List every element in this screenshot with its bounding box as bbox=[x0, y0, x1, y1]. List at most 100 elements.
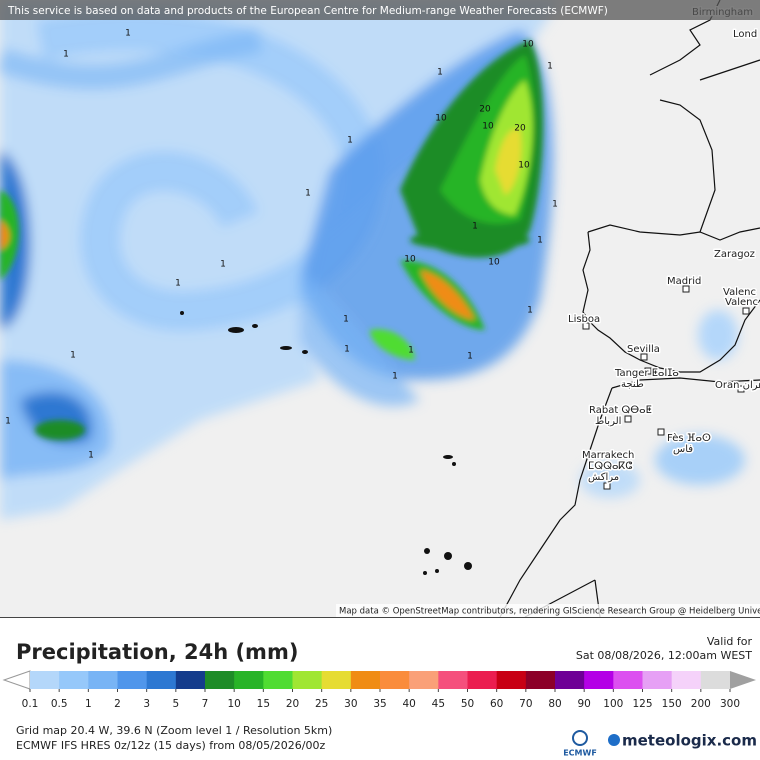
legend-label: 30 bbox=[344, 698, 357, 710]
contour-label: 1 bbox=[552, 200, 558, 210]
contour-label: 1 bbox=[63, 50, 69, 60]
legend-swatch bbox=[205, 671, 235, 689]
legend-swatch bbox=[613, 671, 643, 689]
coastlines bbox=[499, 0, 760, 618]
attribution: Map data © OpenStreetMap contributors, r… bbox=[339, 607, 760, 617]
contour-label: 1 bbox=[472, 222, 478, 232]
legend-label: 45 bbox=[432, 698, 445, 710]
contour-label: 1 bbox=[305, 189, 311, 199]
legend-swatch bbox=[496, 671, 527, 689]
legend-label: 2 bbox=[114, 698, 121, 710]
contour-label: 10 bbox=[435, 114, 447, 124]
contour-label: 20 bbox=[514, 124, 526, 134]
legend-label: 0.1 bbox=[22, 698, 39, 710]
city-label: Sevilla bbox=[627, 344, 660, 355]
city-marker bbox=[624, 415, 632, 423]
legend-swatch bbox=[59, 671, 89, 689]
ecmwf-logo[interactable]: ECMWF bbox=[563, 749, 597, 758]
contour-label: 10 bbox=[488, 258, 500, 268]
contour-label: 10 bbox=[522, 40, 534, 50]
contour-labels: 10 1 1 20 10 20 10 10 1 1 1 1 1 1 10 10 1 1 1 1 1 1 1 1 1 1 1 1 bbox=[5, 29, 558, 461]
legend-label: 50 bbox=[461, 698, 474, 710]
ecmwf-icon bbox=[572, 730, 588, 746]
legend-label: 5 bbox=[172, 698, 179, 710]
model-info: ECMWF IFS HRES 0z/12z (15 days) from 08/… bbox=[16, 739, 326, 752]
banner-bg bbox=[0, 0, 760, 20]
legend-swatch bbox=[671, 671, 702, 689]
legend-swatch bbox=[438, 671, 468, 689]
legend-label: 1 bbox=[85, 698, 92, 710]
legend-label: 70 bbox=[519, 698, 532, 710]
legend-swatch bbox=[380, 671, 410, 689]
legend-under bbox=[2, 670, 31, 690]
legend-swatch bbox=[409, 671, 439, 689]
legend-label: 80 bbox=[548, 698, 561, 710]
grid-info: Grid map 20.4 W, 39.6 N (Zoom level 1 / … bbox=[16, 724, 332, 737]
city-label: Valenc bbox=[725, 297, 758, 308]
contour-label: 1 bbox=[220, 260, 226, 270]
contour-label: 1 bbox=[343, 315, 349, 325]
legend-swatch bbox=[555, 671, 585, 689]
city-label: Tanger ⵟⴰⵏⵊⴰ bbox=[614, 368, 679, 379]
city-label: Fès ⴼⴰⵙ bbox=[667, 432, 711, 444]
city-label: Madrid bbox=[667, 276, 701, 287]
contour-label: 1 bbox=[125, 29, 131, 39]
contour-label: 1 bbox=[537, 236, 543, 246]
contour-label: 10 bbox=[482, 122, 494, 132]
attribution-bg bbox=[336, 604, 760, 617]
contour-label: 10 bbox=[404, 255, 416, 265]
city-label: Lond bbox=[733, 29, 757, 40]
legend-swatch bbox=[700, 671, 731, 689]
city-marker bbox=[644, 367, 652, 375]
legend-label: 150 bbox=[662, 698, 682, 710]
legend-label: 25 bbox=[315, 698, 328, 710]
city-marker bbox=[640, 353, 648, 361]
contour-label: 1 bbox=[527, 306, 533, 316]
legend-swatch bbox=[30, 671, 60, 689]
legend-swatch bbox=[146, 671, 177, 689]
legend-swatch bbox=[642, 671, 673, 689]
legend-swatch bbox=[88, 671, 118, 689]
legend-swatch bbox=[263, 671, 293, 689]
legend-label: 10 bbox=[227, 698, 240, 710]
legend-label: 3 bbox=[143, 698, 150, 710]
legend-label: 100 bbox=[603, 698, 623, 710]
city-label: Oran وهران bbox=[715, 380, 760, 391]
valid-time: Sat 08/08/2026, 12:00am WEST bbox=[576, 649, 752, 662]
city-label: طنجة bbox=[621, 379, 644, 390]
legend-label: 0.5 bbox=[51, 698, 68, 710]
city-label: فاس bbox=[673, 444, 693, 455]
city-label: Zaragoz bbox=[714, 249, 755, 260]
contour-label: 1 bbox=[347, 136, 353, 146]
contour-label: 1 bbox=[467, 352, 473, 362]
legend-label: 7 bbox=[202, 698, 209, 710]
contour-label: 1 bbox=[70, 351, 76, 361]
legend-title: Precipitation, 24h (mm) bbox=[16, 640, 298, 664]
legend-label: 20 bbox=[286, 698, 299, 710]
city-label: الرباط bbox=[595, 416, 621, 427]
legend-label: 35 bbox=[373, 698, 386, 710]
legend-swatch bbox=[584, 671, 614, 689]
color-legend: 0.1 0.5 1 2 3 5 7 10 15 20 25 30 35 40 45 50 60 70 80 90 100… bbox=[2, 670, 756, 710]
meteologix-logo[interactable]: meteologix.com bbox=[622, 732, 757, 750]
city-marker bbox=[682, 285, 690, 293]
contour-label: 1 bbox=[88, 451, 94, 461]
city-label: مراكش bbox=[588, 472, 619, 483]
banner-text: This service is based on data and produc… bbox=[7, 5, 608, 17]
precip-core bbox=[0, 40, 544, 440]
legend-label: 40 bbox=[402, 698, 415, 710]
islands bbox=[180, 311, 472, 575]
contour-label: 1 bbox=[408, 346, 414, 356]
legend-label: 15 bbox=[257, 698, 270, 710]
city-marker bbox=[657, 428, 665, 436]
city-label: Marrakech bbox=[582, 450, 634, 461]
contour-label: 1 bbox=[437, 68, 443, 78]
legend-swatch bbox=[350, 671, 381, 689]
city-marker bbox=[603, 482, 611, 490]
legend-label: 60 bbox=[490, 698, 503, 710]
contour-label: 1 bbox=[392, 372, 398, 382]
contour-label: 1 bbox=[547, 62, 553, 72]
contour-label: 1 bbox=[344, 345, 350, 355]
